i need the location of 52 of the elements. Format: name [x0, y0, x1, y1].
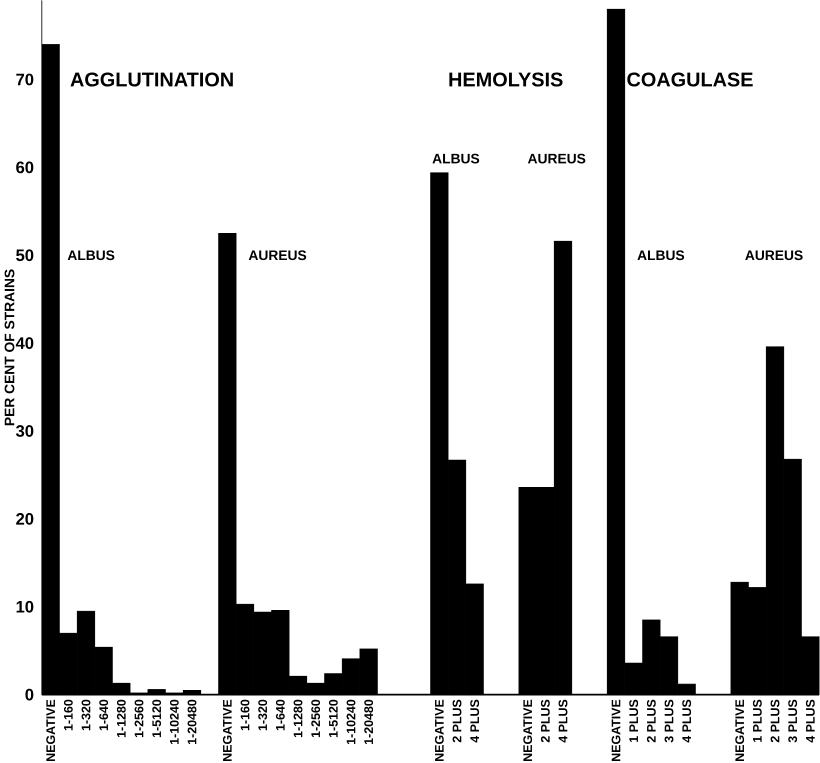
- y-tick-label: 60: [16, 161, 34, 174]
- annotation: HEMOLYSIS: [449, 72, 563, 86]
- x-tick-label: 2 PLUS: [770, 700, 780, 742]
- x-tick-label: 1-640: [276, 700, 285, 730]
- x-tick-label: 1-20480: [364, 700, 374, 744]
- x-tick-label: NEGATIVE: [46, 700, 56, 761]
- x-tick-label: 4 PLUS: [682, 700, 692, 742]
- x-tick-label: 1-5120: [152, 700, 162, 738]
- annotation: ALBUS: [637, 250, 684, 260]
- x-tick-label: 2 PLUS: [540, 700, 550, 742]
- x-tick-label: NEGATIVE: [735, 700, 744, 761]
- y-tick-label: 20: [16, 512, 34, 525]
- x-tick-label: 2 PLUS: [452, 700, 462, 742]
- x-tick-label: 1-640: [99, 700, 108, 730]
- y-tick-label: 30: [16, 425, 34, 437]
- x-tick-label: 1-5120: [328, 700, 338, 738]
- x-tick-label: 1-320: [258, 700, 268, 730]
- x-tick-label: 4 PLUS: [470, 700, 480, 742]
- x-tick-label: 1 PLUS: [629, 700, 638, 742]
- x-tick-label: 1-20480: [188, 700, 196, 744]
- annotation: ALBUS: [432, 154, 480, 164]
- x-tick-label: 3 PLUS: [664, 700, 674, 742]
- x-tick-label: 3 PLUS: [788, 700, 798, 742]
- x-tick-label: 4 PLUS: [558, 700, 568, 742]
- x-tick-label: 1 PLUS: [752, 700, 762, 742]
- annotation: ALBUS: [68, 250, 114, 260]
- x-tick-label: 1-320: [82, 700, 90, 730]
- x-tick-label: 1-1280: [294, 700, 302, 738]
- annotation: AGGLUTINATION: [70, 72, 233, 86]
- x-tick-label: 1-10240: [170, 700, 179, 744]
- annotation: AUREUS: [528, 154, 586, 164]
- x-tick-label: 1-160: [240, 700, 250, 730]
- x-tick-label: NEGATIVE: [523, 700, 532, 761]
- x-tick-label: NEGATIVE: [222, 700, 232, 761]
- x-tick-label: 1-2560: [134, 700, 144, 738]
- y-tick-label: 0: [25, 688, 34, 700]
- x-tick-label: 1-160: [64, 700, 73, 730]
- annotation: COAGULASE: [627, 72, 753, 86]
- annotation: AUREUS: [745, 250, 803, 260]
- x-tick-label: 4 PLUS: [806, 700, 815, 742]
- y-tick-label: 40: [16, 337, 34, 349]
- annotation: AUREUS: [248, 250, 306, 260]
- x-tick-label: 1-10240: [346, 700, 356, 744]
- x-tick-label: NEGATIVE: [612, 700, 620, 761]
- y-tick-label: 50: [16, 249, 34, 261]
- x-tick-label: 1-2560: [311, 700, 320, 738]
- x-tick-label: NEGATIVE: [434, 700, 444, 761]
- y-tick-label: 70: [16, 74, 34, 86]
- y-tick-label: 10: [16, 600, 34, 612]
- x-tick-label: 2 PLUS: [646, 700, 656, 742]
- x-tick-label: 1-1280: [116, 700, 126, 738]
- y-axis-title: PER CENT OF STRAINS: [4, 269, 14, 426]
